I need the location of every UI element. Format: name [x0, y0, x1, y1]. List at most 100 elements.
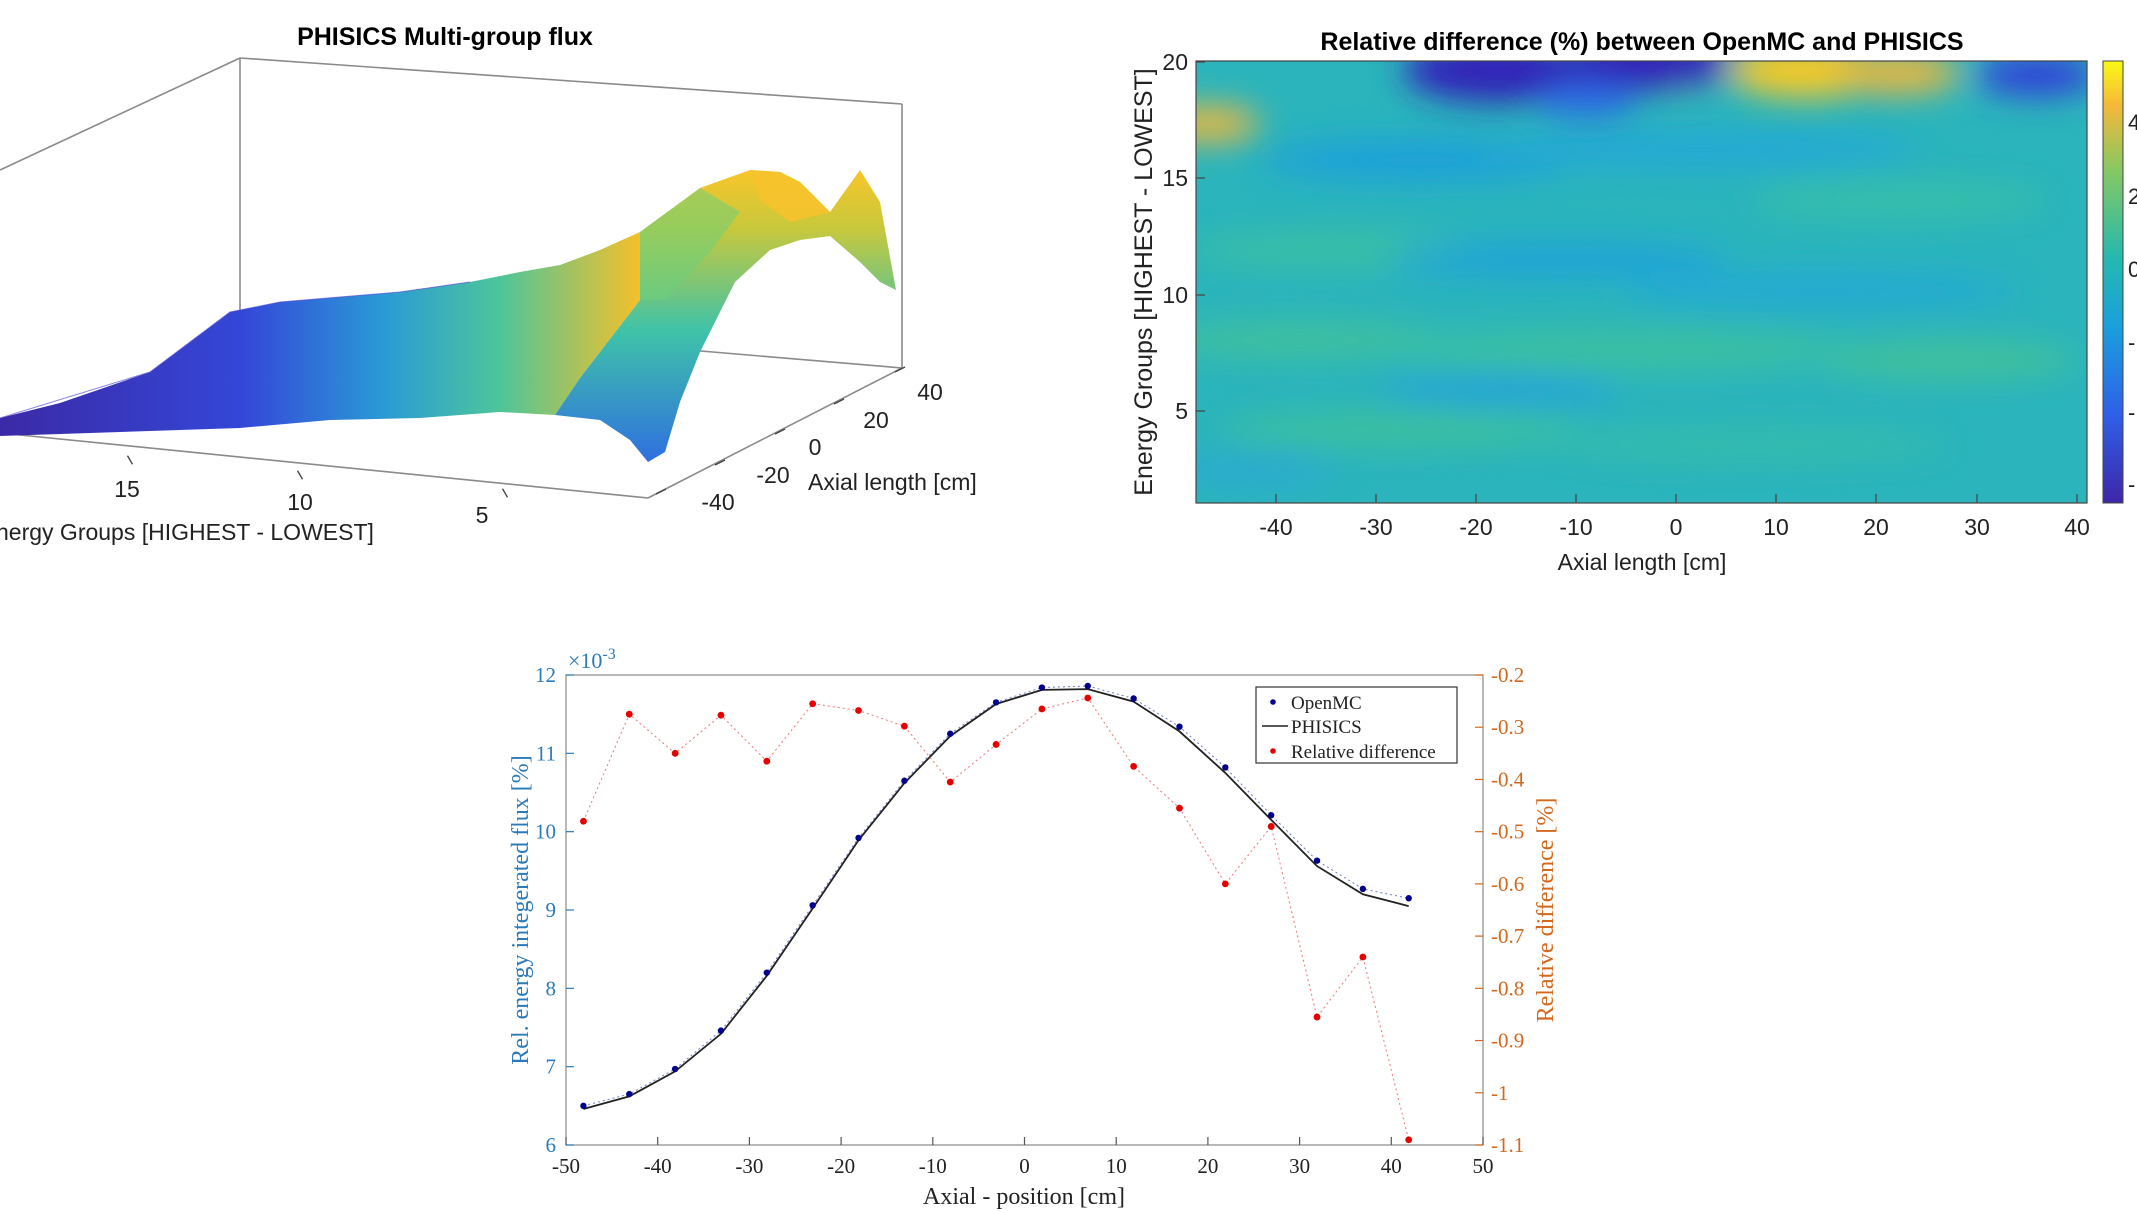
flux-surface — [0, 170, 896, 462]
openmc-point — [992, 699, 1000, 706]
group-tick-label: 15 — [114, 476, 140, 502]
heatmap-y-tick: 10 — [1162, 282, 1188, 308]
heatmap-colorbar — [2102, 60, 2124, 504]
x-tick-label: -20 — [827, 1154, 855, 1178]
openmc-point — [809, 902, 816, 909]
right-y-tick-label: -0.9 — [1491, 1029, 1524, 1053]
group-tick-marks — [126, 455, 509, 498]
heatmap-hotspot — [1560, 61, 1733, 91]
relative-difference-point — [580, 817, 587, 825]
x-tick-label: -10 — [919, 1154, 947, 1178]
x-tick-label: -30 — [735, 1154, 763, 1178]
legend-openmc-label: OpenMC — [1291, 693, 1362, 714]
axial-tick-label: 20 — [863, 407, 889, 433]
left-y-tick-label: 10 — [535, 820, 556, 844]
relative-difference-point — [1130, 762, 1138, 770]
heatmap-x-tick: -20 — [1459, 514, 1492, 540]
heatmap-hotspot — [1833, 61, 1961, 95]
x-tick-label: 20 — [1197, 1154, 1218, 1178]
line-chart-series — [580, 682, 1413, 1144]
right-y-axis-label: Relative difference [%] — [1533, 798, 1559, 1023]
line-chart-panel: -50 -40 -30 -20 -10 0 10 20 30 40 50 6 7 8 9 10 11 12 -0.2… — [508, 646, 1559, 1210]
openmc-point — [580, 1102, 587, 1110]
colorbar-tick: 2 — [2128, 184, 2137, 209]
relative-difference-point — [625, 710, 633, 718]
x-tick-label: 40 — [1381, 1154, 1402, 1178]
left-y-axis-label: Rel. energy integerated flux [%] — [508, 755, 534, 1064]
axial-tick-label: 0 — [809, 434, 822, 460]
heatmap-hotspots — [1196, 61, 2087, 143]
left-y-tick-label: 6 — [546, 1133, 557, 1157]
colorbar-tick: 4 — [2128, 110, 2137, 135]
right-y-tick-label: -0.3 — [1491, 715, 1524, 739]
relative-difference-point — [1084, 694, 1092, 702]
left-y-tick-label: 7 — [546, 1055, 557, 1079]
relative-difference-point — [1038, 705, 1046, 713]
left-y-tick-label: 12 — [535, 663, 556, 687]
right-y-tick-label: -0.5 — [1491, 820, 1524, 844]
heatmap-y-axis-label: Energy Groups [HIGHEST - LOWEST] — [1130, 68, 1158, 495]
relative-difference-point — [1176, 804, 1183, 812]
heatmap-x-tick: 20 — [1863, 514, 1889, 540]
heatmap-x-tick: -10 — [1559, 514, 1592, 540]
left-y-tick-label: 8 — [546, 976, 557, 1000]
legend-box — [1255, 686, 1458, 764]
relative-difference-point — [1267, 823, 1275, 830]
right-y-tick-label: -0.2 — [1491, 663, 1524, 687]
legend-reldiff-label: Relative difference — [1291, 742, 1436, 763]
colorbar-tick: - — [2128, 472, 2135, 497]
openmc-point — [1222, 764, 1229, 771]
openmc-point — [1038, 684, 1046, 691]
heatmap-x-axis-label: Axial length [cm] — [1558, 549, 1727, 575]
x-tick-label: 0 — [1019, 1154, 1030, 1178]
right-y-tick-label: -0.7 — [1491, 924, 1524, 948]
surface-axial-axis-label: Axial length [cm] — [808, 469, 977, 495]
axial-tick-marks — [655, 366, 906, 495]
y-scale-exponent: -3 — [602, 646, 615, 663]
line-x-axis-label: Axial - position [cm] — [923, 1184, 1125, 1210]
heatmap-hotspot — [1196, 105, 1261, 143]
heatmap-x-tick: 0 — [1670, 514, 1683, 540]
openmc-point — [717, 1027, 725, 1034]
relative-difference-point — [671, 749, 679, 757]
surface-box-edges — [0, 57, 903, 499]
legend-phisics-label: PHISICS — [1291, 717, 1362, 738]
relative-difference-point — [855, 707, 862, 714]
heatmap-x-tick: -40 — [1259, 514, 1292, 540]
heatmap-field — [1196, 61, 2087, 503]
heatmap-hotspot — [1976, 61, 2087, 96]
relative-difference-point — [900, 722, 908, 730]
line-chart-ticks: -50 -40 -30 -20 -10 0 10 20 30 40 50 6 7 8 9 10 11 12 -0.2… — [535, 663, 1525, 1178]
surface-plot-panel: PHISICS Multi-group flux — [0, 23, 977, 545]
x-tick-label: -50 — [552, 1154, 580, 1178]
heatmap-hotspot — [1535, 83, 1637, 118]
axial-tick-label: 40 — [917, 379, 943, 405]
x-tick-label: 30 — [1289, 1154, 1310, 1178]
right-y-tick-label: -0.8 — [1491, 976, 1524, 1000]
openmc-point — [947, 730, 954, 737]
openmc-point — [626, 1090, 633, 1098]
heatmap-x-tick: -30 — [1359, 514, 1392, 540]
group-tick-label: 10 — [287, 489, 313, 515]
legend-openmc-marker — [1270, 699, 1276, 705]
openmc-point — [671, 1065, 679, 1073]
x-tick-label: -40 — [644, 1154, 672, 1178]
axial-tick-label: -20 — [756, 462, 789, 488]
surface-plot-title: PHISICS Multi-group flux — [297, 23, 593, 51]
relative-difference-point — [717, 711, 725, 719]
heatmap-panel: Relative difference (%) between OpenMC a… — [1130, 28, 2137, 575]
right-y-tick-label: -1.1 — [1491, 1133, 1524, 1157]
heatmap-y-tick: 5 — [1175, 398, 1188, 424]
openmc-point — [1267, 812, 1275, 819]
relative-difference-point — [1359, 953, 1367, 961]
relative-difference-point — [1405, 1136, 1413, 1144]
colorbar-tick: 0 — [2128, 257, 2137, 282]
group-tick-label: 5 — [476, 502, 489, 528]
line-chart-legend: OpenMC PHISICS Relative difference — [1255, 686, 1458, 764]
relative-difference-point — [1313, 1013, 1321, 1021]
heatmap-x-tick: 40 — [2064, 514, 2090, 540]
heatmap-frame — [1195, 60, 2088, 504]
right-y-tick-label: -0.4 — [1491, 767, 1525, 791]
openmc-point — [1313, 857, 1321, 864]
